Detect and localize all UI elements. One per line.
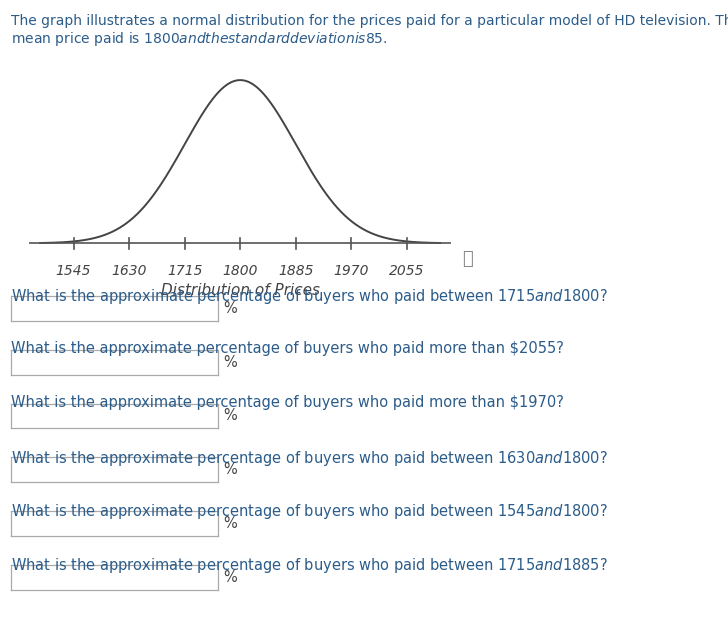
- Text: %: %: [223, 301, 237, 316]
- Text: %: %: [223, 355, 237, 370]
- Text: ⌕: ⌕: [462, 250, 473, 268]
- Text: mean price paid is $1800 and the standard deviation is $85.: mean price paid is $1800 and the standar…: [11, 30, 387, 48]
- Text: What is the approximate percentage of buyers who paid between $1715 and $1800?: What is the approximate percentage of bu…: [11, 287, 608, 307]
- Text: %: %: [223, 570, 237, 585]
- Text: %: %: [223, 408, 237, 423]
- Text: %: %: [223, 516, 237, 531]
- Text: What is the approximate percentage of buyers who paid between $1715 and $1885?: What is the approximate percentage of bu…: [11, 556, 608, 575]
- Text: What is the approximate percentage of buyers who paid between $1630 and $1800?: What is the approximate percentage of bu…: [11, 449, 608, 468]
- X-axis label: Distribution of Prices: Distribution of Prices: [161, 283, 320, 298]
- Text: %: %: [223, 462, 237, 477]
- Text: What is the approximate percentage of buyers who paid more than $1970?: What is the approximate percentage of bu…: [11, 395, 563, 410]
- Text: What is the approximate percentage of buyers who paid more than $2055?: What is the approximate percentage of bu…: [11, 341, 563, 356]
- Text: The graph illustrates a normal distribution for the prices paid for a particular: The graph illustrates a normal distribut…: [11, 14, 728, 28]
- Text: What is the approximate percentage of buyers who paid between $1545 and $1800?: What is the approximate percentage of bu…: [11, 502, 608, 522]
